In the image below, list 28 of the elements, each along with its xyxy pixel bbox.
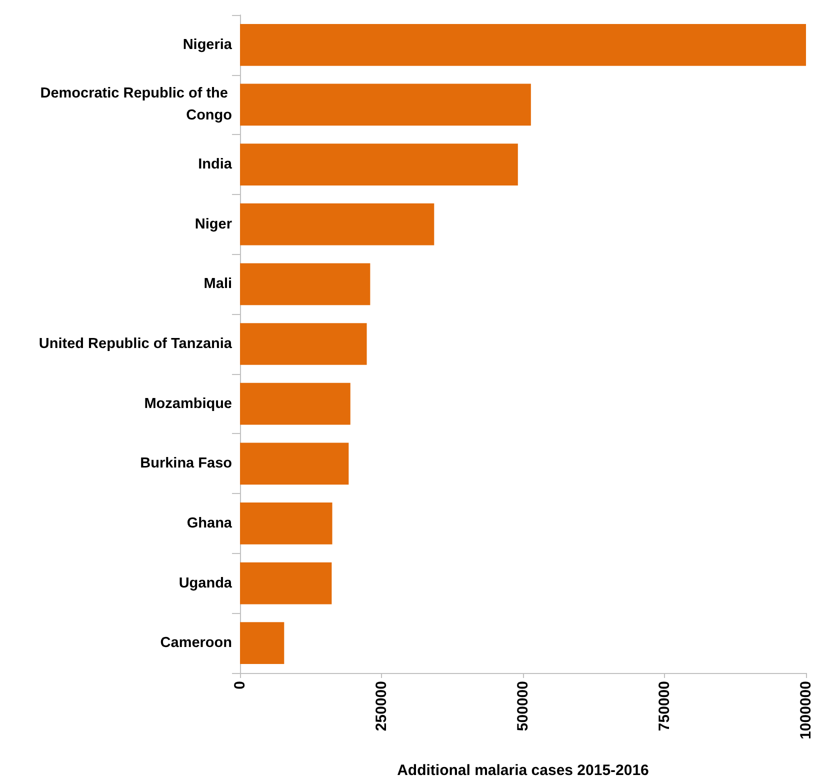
bar xyxy=(240,502,332,544)
x-tick-label: 1000000 xyxy=(798,681,814,740)
bar xyxy=(240,144,518,186)
bar xyxy=(240,203,434,246)
y-tick-label: Mali xyxy=(204,276,232,292)
bar xyxy=(240,84,531,126)
y-tick-label: Mozambique xyxy=(144,396,232,412)
x-tick-label: 750000 xyxy=(656,681,673,732)
y-tick-label: Burkina Faso xyxy=(140,456,232,472)
y-tick-label: Uganda xyxy=(178,575,233,592)
x-tick-label: 0 xyxy=(232,681,248,690)
x-tick-label: 250000 xyxy=(373,681,390,732)
x-axis-title: Additional malaria cases 2015-2016 xyxy=(397,762,649,779)
y-tick-label: United Republic of Tanzania xyxy=(38,336,233,352)
bar xyxy=(240,263,370,306)
bar xyxy=(240,323,367,365)
y-tick-label: Cameroon xyxy=(160,635,232,652)
y-tick-label: India xyxy=(198,156,233,173)
y-tick-label: Ghana xyxy=(186,515,233,532)
bar xyxy=(240,442,349,485)
bar xyxy=(240,382,350,425)
bar xyxy=(240,622,284,664)
bar xyxy=(240,24,806,66)
y-tick-label: Democratic Republic of the Congo xyxy=(40,86,232,124)
bar xyxy=(240,562,332,604)
y-tick-label: Nigeria xyxy=(182,36,233,53)
x-tick-label: 500000 xyxy=(514,681,532,732)
y-tick-label: Niger xyxy=(194,216,232,232)
